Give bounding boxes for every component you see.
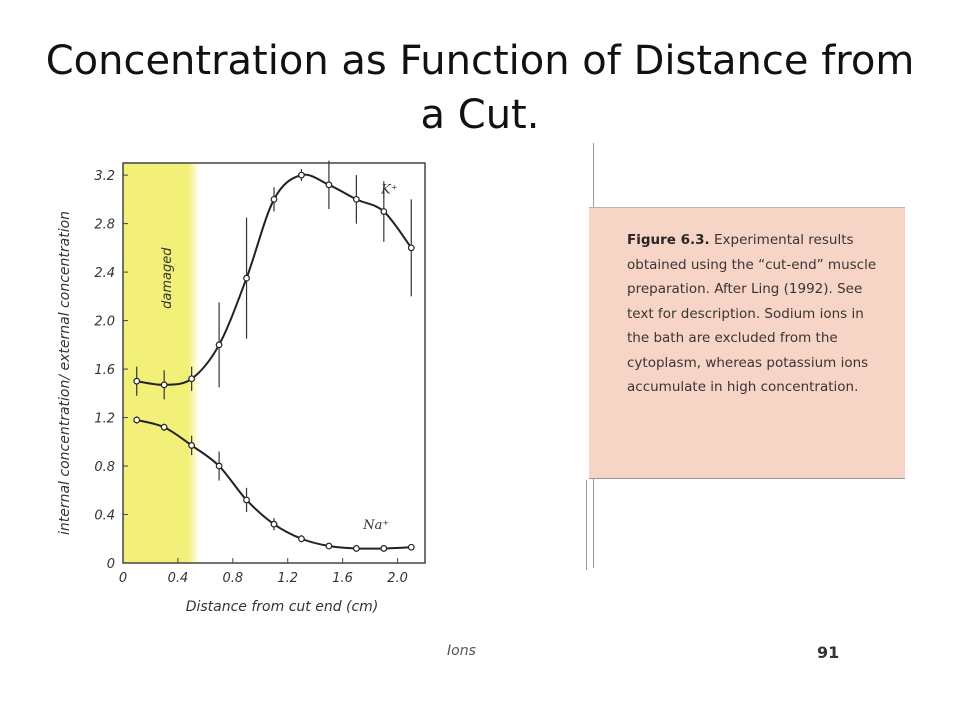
series-k-point xyxy=(133,377,141,385)
series-na-label: Na⁺ xyxy=(362,518,389,533)
y-tick-label: 2.4 xyxy=(94,266,115,281)
series-k-point xyxy=(380,208,388,215)
figure-caption: Figure 6.3. Experimental results obtaine… xyxy=(589,207,905,479)
page-number: 91 xyxy=(817,643,840,662)
x-axis-label: Distance from cut end (cm) xyxy=(186,599,379,615)
series-k-point xyxy=(160,381,168,389)
y-tick-label: 0.8 xyxy=(94,460,115,475)
series-k-point xyxy=(270,195,278,203)
series-k-label: K⁺ xyxy=(380,182,398,197)
y-tick-label: 1.6 xyxy=(94,363,115,378)
y-tick-label: 0.4 xyxy=(94,509,115,524)
series-k-point xyxy=(325,181,333,189)
series-na-point xyxy=(380,545,388,552)
y-tick-label: 2.8 xyxy=(94,218,115,233)
x-tick-label: 0 xyxy=(119,571,127,586)
x-tick-label: 0.4 xyxy=(168,571,189,586)
damaged-zone-label: damaged xyxy=(160,247,175,309)
y-tick-label: 1.2 xyxy=(94,412,115,427)
series-na-point xyxy=(352,545,360,552)
y-axis-label: internal concentration/ external concent… xyxy=(57,211,73,535)
series-na-point xyxy=(243,496,250,504)
series-na-point xyxy=(407,543,415,551)
damaged-zone xyxy=(123,163,200,563)
x-tick-label: 1.6 xyxy=(332,571,353,586)
series-k-point xyxy=(188,375,196,383)
series-na-point xyxy=(215,462,223,470)
series-k-point xyxy=(298,171,305,179)
slide-title: Concentration as Function of Distance fr… xyxy=(45,38,915,138)
x-tick-label: 1.2 xyxy=(277,571,298,586)
series-na-point xyxy=(188,442,196,449)
series-na-point xyxy=(270,520,278,528)
caption-text: Experimental results obtained using the … xyxy=(627,232,877,395)
plot-frame xyxy=(122,162,426,564)
x-tick-label: 2.0 xyxy=(387,571,408,586)
caption-label: Figure 6.3. xyxy=(627,232,710,248)
series-k-point xyxy=(215,341,223,349)
page-divider-lower xyxy=(586,480,587,570)
series-k-point xyxy=(243,274,250,282)
series-na-point xyxy=(133,416,141,424)
y-tick-label: 0 xyxy=(107,557,115,572)
y-tick-label: 3.2 xyxy=(94,169,115,184)
running-head: Ions xyxy=(447,643,476,659)
series-k-point xyxy=(352,195,360,203)
series-k-point xyxy=(407,244,415,252)
series-na-point xyxy=(160,423,168,431)
series-na-point xyxy=(298,535,305,543)
y-tick-label: 2.0 xyxy=(94,315,115,330)
series-na-point xyxy=(325,542,333,550)
x-tick-label: 0.8 xyxy=(222,571,243,586)
